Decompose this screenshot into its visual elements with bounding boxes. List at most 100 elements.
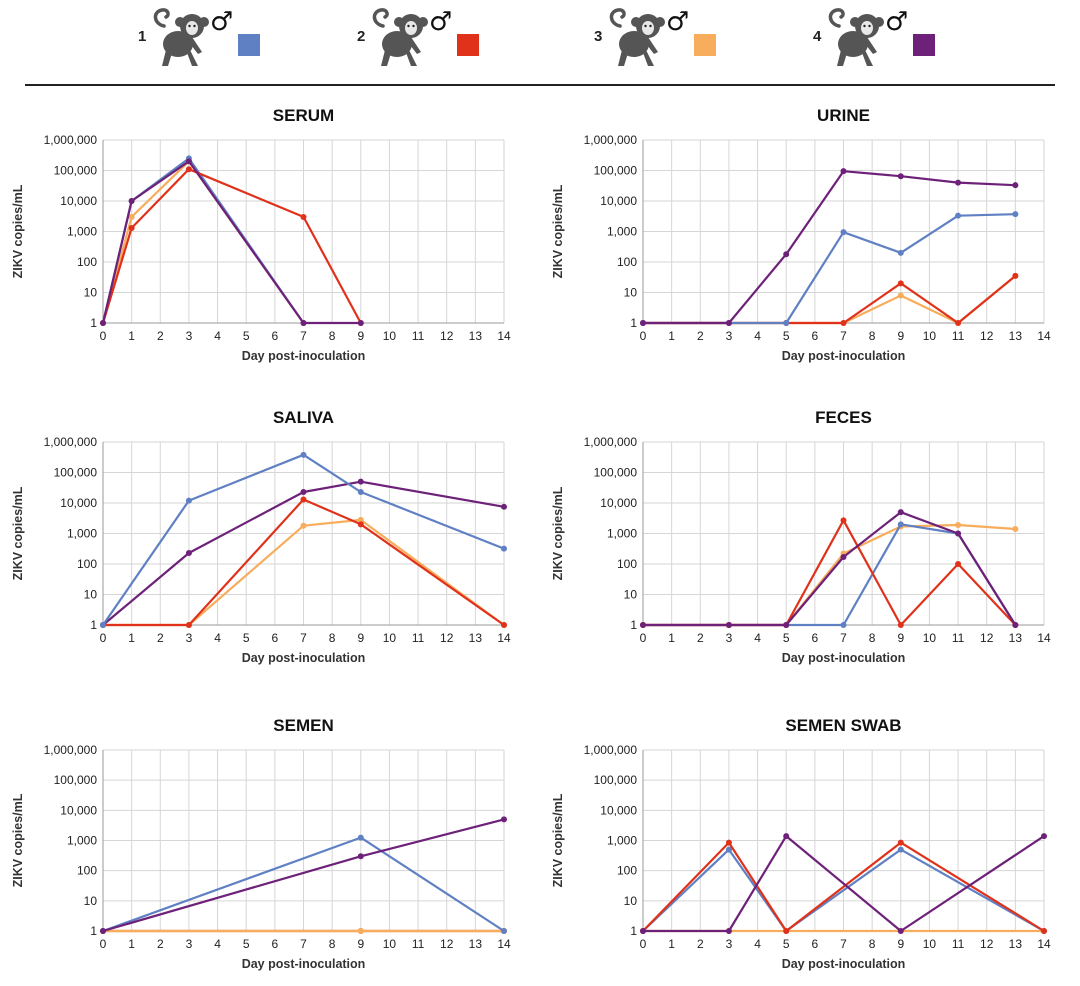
- grid: [102, 441, 505, 626]
- x-tick-label: 13: [1009, 329, 1023, 343]
- y-axis-label: ZIKV copies/mL: [11, 793, 25, 887]
- monkey-ear-shape: [199, 17, 209, 27]
- data-point: [783, 622, 790, 628]
- x-axis-label: Day post-inoculation: [242, 349, 366, 363]
- data-point: [357, 928, 364, 934]
- data-point: [955, 561, 962, 567]
- y-tick-label: 100,000: [54, 466, 98, 480]
- data-point: [357, 521, 364, 528]
- y-tick-label: 10,000: [60, 194, 97, 208]
- data-point: [357, 488, 364, 495]
- y-tick-label: 100,000: [54, 773, 98, 787]
- x-tick-label: 12: [980, 937, 994, 951]
- monkey-ear-shape: [874, 17, 884, 27]
- data-point: [128, 213, 135, 220]
- y-tick-label: 100: [617, 557, 637, 571]
- y-tick-label: 1: [630, 316, 637, 330]
- data-series: [640, 211, 1019, 326]
- legend-number: 4: [813, 28, 822, 45]
- x-tick-label: 1: [128, 631, 135, 645]
- data-point: [1012, 622, 1019, 628]
- monkey-ear-shape: [394, 17, 404, 27]
- data-point: [185, 549, 192, 556]
- x-tick-label: 7: [300, 329, 307, 343]
- y-tick-label: 10,000: [60, 496, 97, 510]
- data-point: [897, 622, 904, 628]
- data-point: [501, 545, 507, 552]
- data-point: [100, 320, 106, 326]
- x-tick-label: 0: [640, 329, 647, 343]
- y-axis-label: ZIKV copies/mL: [551, 793, 565, 887]
- x-tick-label: 10: [383, 937, 397, 951]
- male-symbol-icon: ♂: [210, 7, 233, 37]
- x-tick-label: 1: [668, 631, 675, 645]
- data-point: [725, 846, 732, 853]
- x-tick-label: 5: [783, 329, 790, 343]
- x-tick-label: 14: [1037, 937, 1051, 951]
- data-series: [640, 272, 1019, 326]
- x-tick-label: 13: [469, 329, 483, 343]
- monkey-face-shape: [861, 21, 873, 35]
- data-point: [640, 320, 646, 326]
- monkey-legs-shape: [381, 50, 417, 66]
- legend-number: 1: [138, 28, 147, 45]
- y-tick-label: 100: [77, 864, 97, 878]
- monkey-legs-shape: [162, 50, 198, 66]
- data-point: [300, 522, 307, 529]
- x-tick-label: 14: [497, 937, 511, 951]
- monkey-ear-shape: [175, 17, 185, 27]
- y-tick-label: 1: [90, 924, 97, 938]
- x-tick-label: 9: [357, 329, 364, 343]
- data-point: [840, 553, 847, 560]
- x-tick-label: 6: [812, 631, 819, 645]
- data-point: [300, 213, 307, 220]
- x-axis-label: Day post-inoculation: [782, 651, 906, 665]
- x-tick-label: 3: [726, 329, 733, 343]
- monkey-arm-shape: [640, 34, 658, 54]
- data-point: [357, 516, 364, 523]
- x-tick-label: 3: [726, 937, 733, 951]
- x-tick-label: 10: [923, 631, 937, 645]
- y-tick-label: 1: [90, 618, 97, 632]
- data-point: [357, 478, 364, 485]
- data-point: [840, 517, 847, 524]
- y-axis-label: ZIKV copies/mL: [551, 184, 565, 278]
- monkey-ear-shape: [418, 17, 428, 27]
- y-tick-label: 10: [84, 286, 98, 300]
- x-tick-label: 7: [300, 631, 307, 645]
- y-tick-label: 100,000: [594, 466, 638, 480]
- data-point: [1012, 526, 1019, 533]
- x-axis-label: Day post-inoculation: [782, 349, 906, 363]
- data-point: [955, 179, 962, 186]
- y-tick-label: 10,000: [600, 803, 637, 817]
- x-tick-label: 1: [128, 937, 135, 951]
- x-tick-label: 3: [186, 631, 193, 645]
- data-point: [725, 839, 732, 846]
- data-series: [640, 272, 1019, 326]
- x-tick-label: 4: [754, 631, 761, 645]
- data-point: [725, 622, 732, 628]
- x-tick-label: 1: [668, 937, 675, 951]
- y-tick-label: 10: [624, 588, 638, 602]
- monkey-face-shape: [405, 21, 417, 35]
- monkey-arm-shape: [184, 34, 202, 54]
- monkey-face-shape: [642, 21, 654, 35]
- data-point: [725, 320, 732, 326]
- data-point: [897, 928, 904, 934]
- monkey-eye-shape: [412, 24, 415, 28]
- male-symbol-icon: ♂: [666, 7, 689, 37]
- x-tick-label: 9: [897, 329, 904, 343]
- chart-title: SEMEN: [273, 716, 333, 735]
- x-tick-label: 2: [697, 631, 704, 645]
- x-tick-label: 10: [923, 329, 937, 343]
- x-tick-label: 4: [214, 937, 221, 951]
- legend-number: 2: [357, 28, 366, 45]
- data-point: [185, 158, 192, 165]
- male-symbol-icon: ♂: [885, 7, 908, 37]
- monkey-icon: ♂: [828, 7, 908, 66]
- x-tick-label: 4: [754, 329, 761, 343]
- x-tick-label: 12: [440, 631, 454, 645]
